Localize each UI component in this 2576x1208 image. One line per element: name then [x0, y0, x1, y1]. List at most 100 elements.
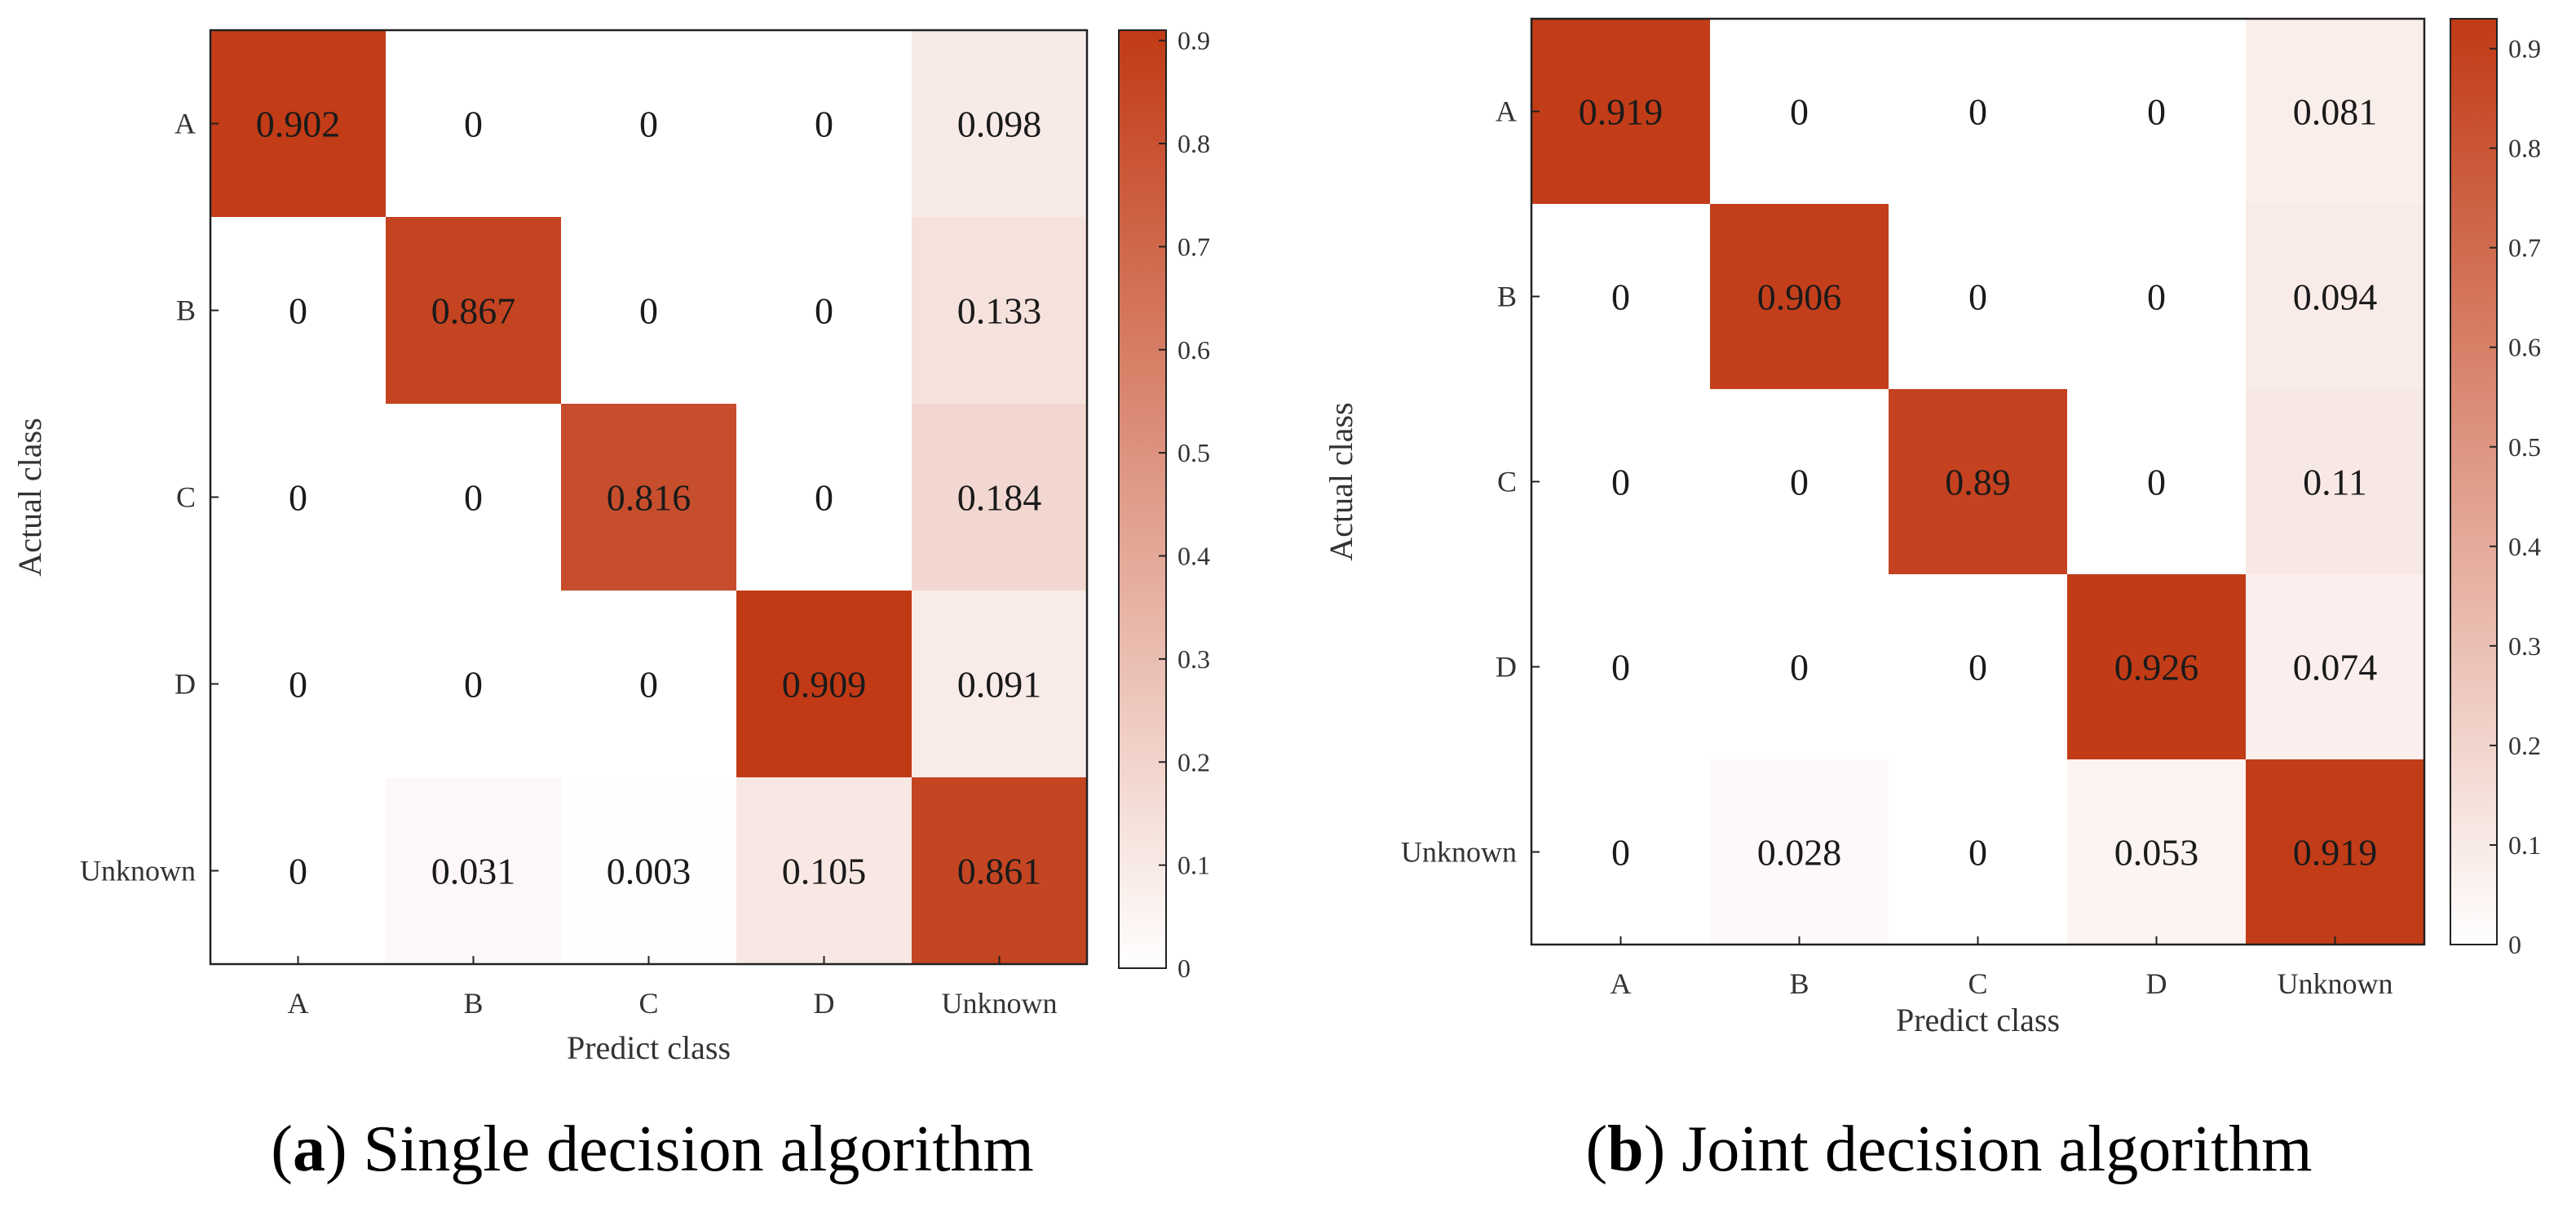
cell-label-a-r3-c1: 0 [464, 664, 483, 706]
x-tick-label-b-4: Unknown [2278, 967, 2393, 1000]
heatmap-cell-a-r3-c1 [386, 591, 561, 777]
y-tick-label-a-4: Unknown [80, 855, 196, 887]
heatmap-cell-a-r0-c1 [386, 30, 561, 217]
cell-label-b-r1-c3: 0 [2147, 277, 2166, 318]
heatmap-cell-a-r0-c4 [912, 30, 1087, 217]
heatmap-cell-b-r2-c0 [1531, 389, 1710, 574]
heatmap-cell-b-r4-c0 [1531, 759, 1710, 945]
cell-label-b-r2-c4: 0.11 [2303, 462, 2367, 503]
panel-b: 0.919 0 0 0 0.081 0 0.906 0 0 0.094 0 0 0.89 0 0.11 0 0 0… [1323, 17, 2541, 1038]
heatmap-cell-b-r1-c3 [2067, 204, 2246, 389]
y-tick-label-a-0: A [175, 108, 196, 140]
colorbar-tick-label-b-7: 0.7 [2508, 233, 2541, 263]
y-tick-label-a-2: C [176, 481, 196, 514]
heatmap-cell-b-r4-c1 [1710, 759, 1889, 945]
heatmap-cell-b-r1-c0 [1531, 204, 1710, 389]
cell-label-a-r0-c3: 0 [815, 104, 833, 145]
cell-label-a-r2-c0: 0 [289, 477, 307, 519]
heatmap-cell-a-r4-c4 [912, 777, 1087, 964]
heatmap-cell-a-r0-c0 [210, 30, 386, 217]
cell-label-a-r0-c0: 0.902 [256, 104, 341, 145]
heatmap-cell-b-r2-c1 [1710, 389, 1889, 574]
cell-label-b-r4-c3: 0.053 [2114, 832, 2199, 874]
heatmap-cell-b-r4-c4 [2246, 759, 2424, 945]
colorbar-tick-label-a-5: 0.5 [1178, 438, 1210, 467]
colorbar-tick-label-b-0: 0 [2508, 930, 2521, 959]
cell-label-b-r4-c4: 0.919 [2293, 832, 2378, 874]
y-tick-label-b-2: C [1497, 466, 1517, 498]
x-tick-label-a-3: D [814, 987, 835, 1020]
heatmap-cell-a-r1-c4 [912, 217, 1087, 404]
cell-label-b-r4-c2: 0 [1968, 832, 1987, 874]
cell-label-a-r3-c0: 0 [289, 664, 307, 706]
cell-label-a-r4-c2: 0.003 [607, 851, 691, 892]
cell-label-b-r0-c0: 0.919 [1579, 91, 1664, 133]
heatmap-cell-b-r3-c2 [1889, 574, 2067, 759]
heatmap-cell-a-r3-c4 [912, 591, 1087, 777]
cell-label-b-r0-c1: 0 [1790, 91, 1809, 133]
x-tick-label-b-3: D [2146, 967, 2167, 1000]
cell-label-a-r2-c2: 0.816 [607, 477, 691, 519]
colorbar-tick-label-a-3: 0.3 [1178, 644, 1210, 674]
cell-label-b-r0-c4: 0.081 [2293, 91, 2378, 133]
cell-label-a-r2-c3: 0 [815, 477, 833, 519]
colorbar-b [2450, 18, 2498, 945]
cell-label-b-r3-c4: 0.074 [2293, 647, 2378, 688]
cell-label-a-r4-c1: 0.031 [431, 851, 516, 892]
y-tick-label-b-3: D [1496, 651, 1517, 684]
heatmap-cell-a-r1-c2 [561, 217, 736, 404]
heatmap-cell-a-r1-c0 [210, 217, 386, 404]
heatmap-cell-b-r2-c2 [1889, 389, 2067, 574]
caption-b: (b) Joint decision algorithm [1585, 1113, 2312, 1185]
cell-label-a-r4-c0: 0 [289, 851, 307, 892]
colorbar-tick-label-a-8: 0.8 [1178, 129, 1210, 158]
heatmap-cell-a-r3-c3 [736, 591, 912, 777]
caption-a: (a) Single decision algorithm [271, 1113, 1033, 1185]
cell-label-b-r0-c2: 0 [1968, 91, 1987, 133]
colorbar-tick-label-a-6: 0.6 [1178, 335, 1210, 365]
cell-label-b-r1-c0: 0 [1611, 277, 1630, 318]
caption-b-text: Joint decision algorithm [1681, 1113, 2312, 1185]
cell-label-b-r1-c2: 0 [1968, 277, 1987, 318]
cell-label-b-r0-c3: 0 [2147, 91, 2166, 133]
heatmap-cell-a-r2-c4 [912, 404, 1087, 591]
heatmap-cell-b-r2-c3 [2067, 389, 2246, 574]
colorbar-tick-label-a-1: 0.1 [1178, 851, 1210, 880]
caption-a-text: Single decision algorithm [364, 1113, 1034, 1185]
cell-label-b-r2-c3: 0 [2147, 462, 2166, 503]
cell-label-a-r0-c1: 0 [464, 104, 483, 145]
cell-label-a-r1-c4: 0.133 [957, 290, 1042, 332]
x-tick-label-b-1: B [1789, 967, 1809, 1000]
cell-label-b-r3-c1: 0 [1790, 647, 1809, 688]
cell-label-a-r2-c1: 0 [464, 477, 483, 519]
colorbar-tick-label-b-1: 0.1 [2508, 830, 2541, 860]
x-tick-label-a-0: A [288, 987, 309, 1020]
cell-label-b-r4-c1: 0.028 [1757, 832, 1842, 874]
x-axis-label-a: Predict class [567, 1029, 731, 1066]
x-tick-label-a-1: B [463, 987, 483, 1020]
heatmap-cell-b-r3-c4 [2246, 574, 2424, 759]
heatmap-cell-b-r3-c0 [1531, 574, 1710, 759]
colorbar-tick-label-b-6: 0.6 [2508, 333, 2541, 362]
heatmap-cell-b-r0-c2 [1889, 19, 2067, 204]
cell-label-b-r1-c4: 0.094 [2293, 277, 2378, 318]
heatmap-cell-b-r2-c4 [2246, 389, 2424, 574]
heatmap-cell-a-r2-c2 [561, 404, 736, 591]
colorbar-tick-label-a-9: 0.9 [1178, 26, 1210, 55]
heatmap-cell-b-r3-c1 [1710, 574, 1889, 759]
x-tick-label-b-2: C [1968, 967, 1987, 1000]
cell-label-a-r0-c2: 0 [639, 104, 658, 145]
caption-a-letter: a [293, 1113, 325, 1185]
y-tick-label-a-1: B [176, 294, 196, 327]
y-tick-label-b-1: B [1497, 281, 1517, 313]
heatmap-cell-b-r0-c3 [2067, 19, 2246, 204]
cell-label-b-r3-c2: 0 [1968, 647, 1987, 688]
heatmap-cell-b-r0-c4 [2246, 19, 2424, 204]
cell-label-a-r3-c4: 0.091 [957, 664, 1042, 706]
x-tick-label-a-4: Unknown [942, 987, 1058, 1020]
heatmap-cell-a-r1-c1 [386, 217, 561, 404]
cell-label-a-r4-c3: 0.105 [782, 851, 867, 892]
colorbar-tick-label-b-4: 0.4 [2508, 532, 2541, 561]
x-axis-label-b: Predict class [1896, 1002, 2060, 1038]
